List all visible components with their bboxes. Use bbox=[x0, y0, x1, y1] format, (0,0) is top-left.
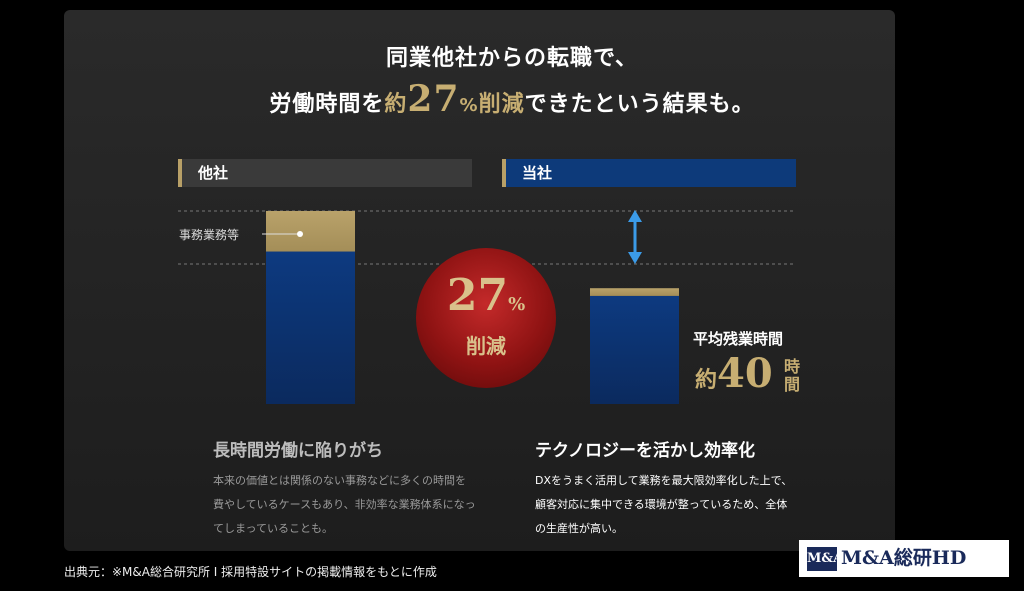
reduction-badge: 27% 削減 bbox=[416, 248, 556, 388]
left-section-body: 本来の価値とは関係のない事務などに多くの時間を 費やしているケースもあり、非効率… bbox=[213, 469, 476, 541]
average-overtime-value: 約40 時間 bbox=[695, 350, 800, 397]
right-body-line-1: DXをうまく活用して業務を最大限効率化した上で、 bbox=[535, 474, 793, 487]
header-other-companies: 他社 bbox=[178, 159, 472, 187]
right-body-line-2: 顧客対応に集中できる環境が整っているため、全体 bbox=[535, 498, 788, 511]
headline-pre: 労働時間を bbox=[269, 92, 385, 117]
logo-text: M&A総研HD bbox=[841, 547, 967, 569]
headline-approx: 約 bbox=[384, 92, 408, 117]
annotation-office-work: 事務業務等 bbox=[179, 228, 240, 242]
badge-number: 27% bbox=[446, 270, 526, 321]
company-logo: M&AM&A総研HD bbox=[799, 540, 1009, 577]
headline-line-1: 同業他社からの転職で、 bbox=[385, 46, 639, 71]
logo-mark: M&A bbox=[807, 547, 843, 571]
headline-post: できたという結果も。 bbox=[524, 92, 755, 117]
source-note: 出典元：※M&A総合研究所 I 採用特設サイトの掲載情報をもとに作成 bbox=[64, 565, 437, 579]
average-overtime-label: 平均残業時間 bbox=[693, 330, 784, 348]
average-number: 40 bbox=[717, 350, 773, 397]
average-unit: 時間 bbox=[784, 357, 801, 394]
headline-number: 27 bbox=[407, 78, 460, 120]
badge-text: 削減 bbox=[466, 334, 506, 358]
left-body-line-3: てしまっていることも。 bbox=[213, 522, 334, 535]
headline-line-2: 労働時間を約27%削減できたという結果も。 bbox=[0, 78, 1024, 120]
average-prefix: 約 bbox=[695, 367, 718, 393]
left-body-line-1: 本来の価値とは関係のない事務などに多くの時間を bbox=[213, 474, 466, 487]
right-section-title: テクノロジーを活かし効率化 bbox=[535, 441, 755, 461]
right-section-body: DXをうまく活用して業務を最大限効率化した上で、 顧客対応に集中できる環境が整っ… bbox=[535, 469, 792, 541]
headline-reduction: 削減 bbox=[478, 92, 525, 117]
headline-percent: % bbox=[459, 95, 479, 116]
header-our-company: 当社 bbox=[502, 159, 796, 187]
right-body-line-3: の生産性が高い。 bbox=[535, 522, 623, 535]
left-body-line-2: 費やしているケースもあり、非効率な業務体系になっ bbox=[213, 498, 476, 511]
left-section-title: 長時間労働に陥りがち bbox=[213, 441, 383, 461]
